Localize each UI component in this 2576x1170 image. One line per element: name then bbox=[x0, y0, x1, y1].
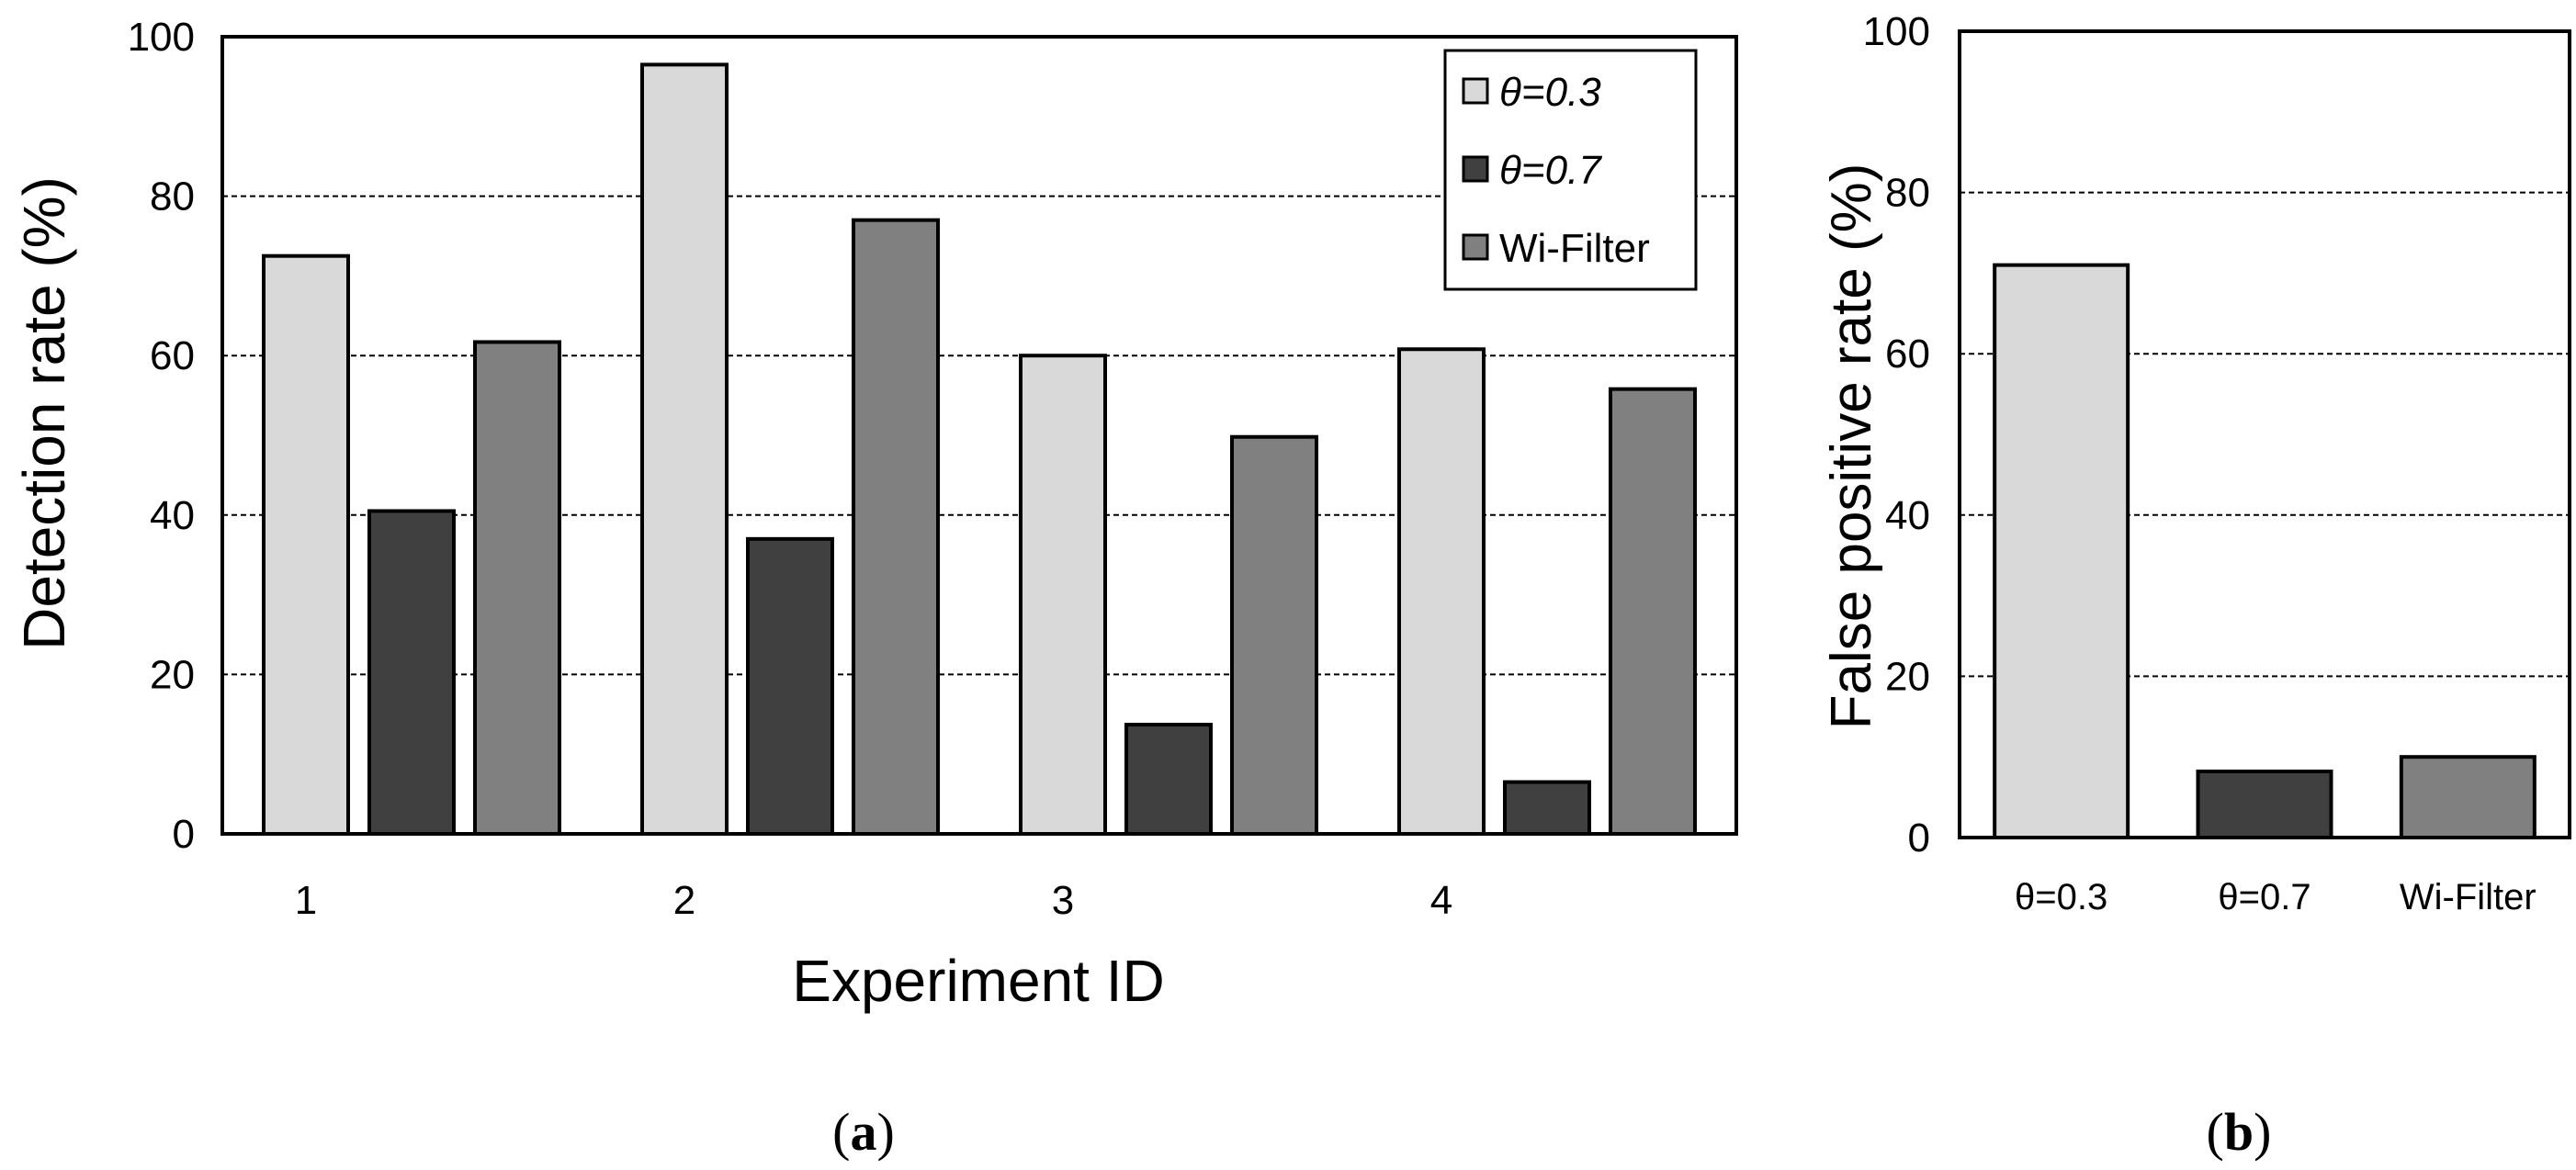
legend-label-theta-0.7: θ=0.7 bbox=[1499, 148, 1602, 193]
panel-b-y-ticks: 0 20 40 60 80 100 bbox=[1863, 9, 1930, 861]
panel-b-y-tick-label-80: 80 bbox=[1885, 171, 1930, 216]
panel-a-y-axis-title: Detection rate (%) bbox=[11, 176, 77, 650]
panel-b-y-tick-label-0: 0 bbox=[1908, 816, 1930, 861]
panel-a-bar-exp1--0.7 bbox=[367, 509, 456, 837]
panel-b-y-axis-title: False positive rate (%) bbox=[1820, 163, 1883, 730]
panel-b-bars bbox=[1993, 263, 2536, 840]
panel-a-x-tick-label-3: 3 bbox=[1052, 878, 1074, 923]
legend-label-theta-0.3: θ=0.3 bbox=[1499, 70, 1601, 115]
panel-a-y-tick-label-60: 60 bbox=[150, 333, 195, 378]
panel-a: 0 20 40 60 80 100 1 2 3 4 Detection rate (%) Exp… bbox=[11, 15, 1738, 1162]
panel-a-bar-exp2--0.7 bbox=[746, 536, 834, 837]
panel-a-x-ticks: 1 2 3 4 bbox=[295, 878, 1452, 923]
panel-b-y-tick-label-100: 100 bbox=[1863, 9, 1930, 54]
panel-a-y-tick-label-80: 80 bbox=[150, 174, 195, 219]
panel-b-bar--0.3 bbox=[1993, 263, 2130, 839]
legend-swatch-theta-0.7 bbox=[1462, 155, 1489, 183]
panel-a-bar-exp3-wi-filter bbox=[1230, 434, 1318, 836]
panel-a-x-axis-title: Experiment ID bbox=[792, 948, 1164, 1014]
panel-a-bar-exp3--0.7 bbox=[1124, 723, 1213, 836]
panel-a-x-tick-label-1: 1 bbox=[295, 878, 317, 923]
panel-a-bar-exp4-wi-filter bbox=[1609, 387, 1697, 836]
panel-a-y-tick-label-0: 0 bbox=[173, 812, 195, 857]
panel-a-bar-exp3--0.3 bbox=[1019, 354, 1107, 836]
panel-a-bar-exp2-wi-filter bbox=[852, 218, 940, 836]
panel-a-y-ticks: 0 20 40 60 80 100 bbox=[128, 15, 195, 857]
panel-b-plot-frame bbox=[1958, 29, 2571, 839]
panel-a-bar-exp4--0.3 bbox=[1397, 347, 1486, 837]
panel-a-bar-exp1--0.3 bbox=[262, 253, 350, 836]
panel-b-bar-wi-filter bbox=[2399, 755, 2536, 840]
panel-a-plot-frame bbox=[220, 35, 1738, 836]
panel-b-bar--0.7 bbox=[2196, 770, 2333, 840]
panel-a-bars bbox=[262, 62, 1697, 837]
panel-a-x-tick-label-4: 4 bbox=[1430, 878, 1452, 923]
panel-a-legend: θ=0.3 θ=0.7 Wi-Filter bbox=[1443, 49, 1698, 291]
panel-a-bar-exp2--0.3 bbox=[640, 62, 729, 836]
panel-a-x-tick-label-2: 2 bbox=[673, 878, 695, 923]
legend-swatch-theta-0.3 bbox=[1462, 77, 1489, 105]
panel-b: 0 20 40 60 80 100 θ=0.3 θ=0.7 Wi-Filter False p… bbox=[1820, 9, 2571, 1162]
panel-a-y-tick-label-20: 20 bbox=[150, 652, 195, 697]
panel-a-bar-exp1-wi-filter bbox=[473, 340, 561, 837]
panel-a-bar-exp4--0.7 bbox=[1503, 780, 1591, 837]
panel-b-x-tick-label-wi-filter: Wi-Filter bbox=[2400, 877, 2536, 917]
legend-swatch-wi-filter bbox=[1462, 233, 1489, 261]
legend-label-wi-filter: Wi-Filter bbox=[1499, 226, 1650, 271]
panel-b-y-tick-label-40: 40 bbox=[1885, 493, 1930, 538]
panel-b-y-tick-label-60: 60 bbox=[1885, 332, 1930, 377]
panel-b-y-tick-label-20: 20 bbox=[1885, 654, 1930, 699]
panel-b-x-tick-label--0.7: θ=0.7 bbox=[2218, 877, 2310, 917]
panel-b-x-tick-label--0.3: θ=0.3 bbox=[2015, 877, 2107, 917]
panel-a-y-tick-label-40: 40 bbox=[150, 493, 195, 538]
panel-a-y-tick-label-100: 100 bbox=[128, 15, 195, 60]
panel-b-caption: (b) bbox=[2207, 1102, 2272, 1162]
panel-b-x-ticks: θ=0.3 θ=0.7 Wi-Filter bbox=[2015, 877, 2536, 917]
panel-a-caption: (a) bbox=[832, 1102, 895, 1162]
